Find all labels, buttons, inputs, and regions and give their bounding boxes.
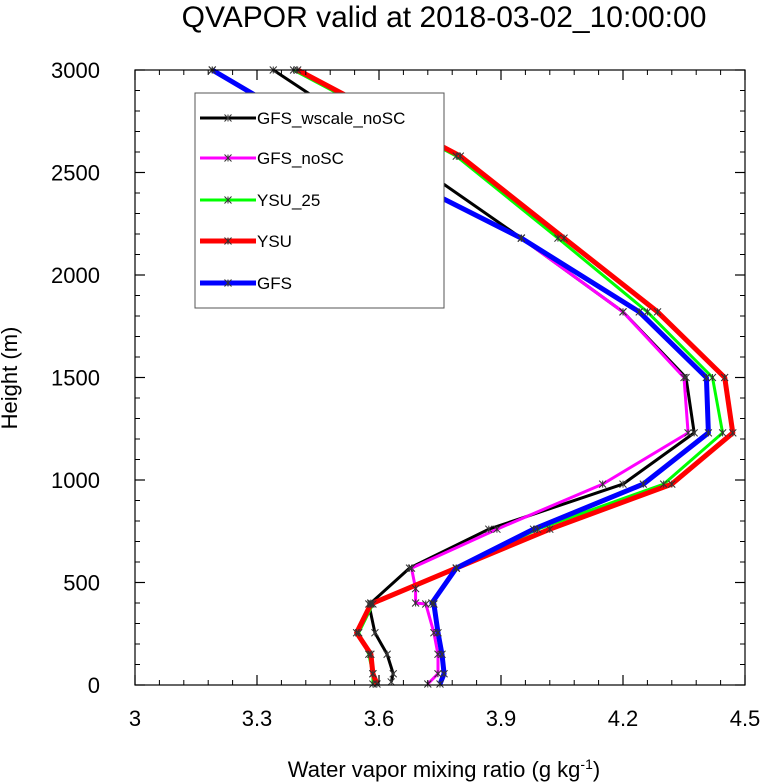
legend-marker	[224, 279, 232, 287]
legend-marker	[224, 237, 232, 245]
x-tick-label: 3.6	[364, 706, 395, 731]
y-axis-label: Height (m)	[0, 327, 22, 430]
legend-marker	[224, 196, 232, 204]
series-1-point	[389, 669, 398, 678]
series-2-point	[421, 600, 430, 608]
series-1-point	[383, 650, 391, 659]
series-2-point	[434, 669, 442, 678]
series-1-point	[371, 628, 379, 637]
series-4-point	[456, 152, 465, 160]
series-5-point	[434, 628, 442, 637]
series-3-point	[554, 234, 562, 242]
series-5-point	[452, 564, 461, 573]
series-4-point	[728, 428, 737, 437]
x-tick-label: 3.9	[486, 706, 517, 731]
x-tick-label: 3.3	[242, 706, 273, 731]
plot-axes: 3 3.3 3.6 3.9 4.2 4.5 0 500 1000 1500 2000 2500 3000	[51, 58, 760, 731]
series-5-point	[529, 525, 538, 534]
series-4-point	[653, 308, 662, 316]
series-4-point	[352, 628, 361, 637]
y-tick-label: 500	[63, 571, 100, 596]
series-4-point	[720, 373, 729, 382]
series-3-point	[659, 480, 668, 488]
legend-marker	[224, 154, 232, 162]
x-axis-label: Water vapor mixing ratio (g kg-1)	[288, 756, 600, 782]
y-tick-label: 2500	[51, 161, 100, 186]
x-tick-label: 3	[129, 706, 141, 731]
series-2-point	[407, 564, 416, 573]
series-4-point	[560, 234, 568, 242]
series-3-point	[643, 308, 652, 316]
series-4-point	[367, 600, 375, 608]
series-5-point	[702, 373, 711, 382]
series-3-point	[718, 428, 727, 437]
series-2-point	[411, 584, 420, 593]
legend-label: YSU	[257, 232, 292, 251]
series-2-point	[598, 480, 607, 488]
series-5-point	[440, 669, 448, 678]
y-tick-label: 2000	[51, 263, 100, 288]
x-tick-label: 4.5	[730, 706, 761, 731]
series-5-point	[639, 480, 648, 488]
series-1-point	[690, 428, 699, 437]
x-tick-label: 4.2	[608, 706, 639, 731]
series-1-point	[484, 525, 493, 534]
legend-marker	[224, 114, 232, 122]
legend-label: GFS	[257, 274, 292, 293]
series-4-point	[667, 480, 676, 488]
series-5-point	[436, 680, 444, 688]
y-tick-label: 3000	[51, 58, 100, 83]
chart-title: QVAPOR valid at 2018-03-02_10:00:00	[182, 1, 707, 34]
series-5-point	[635, 308, 644, 316]
legend-label: GFS_wscale_noSC	[257, 109, 405, 128]
series-5-point	[438, 650, 446, 659]
y-tick-label: 0	[88, 673, 100, 698]
plot-lines	[208, 66, 737, 688]
series-line-4	[296, 67, 736, 685]
series-5-point	[704, 428, 713, 437]
series-line-2	[211, 68, 690, 686]
legend-label: YSU_25	[257, 191, 320, 210]
series-5-point	[428, 599, 436, 607]
series-2-point	[411, 599, 420, 607]
series-2-point	[493, 525, 501, 534]
series-4-point	[369, 669, 377, 678]
legend: GFS_wscale_noSC GFS_noSC YSU_25 YSU GFS	[194, 92, 445, 309]
series-2-point	[619, 308, 627, 316]
series-1-point	[387, 678, 396, 686]
y-tick-label: 1000	[51, 468, 100, 493]
series-4-point	[545, 525, 554, 534]
series-3-point	[708, 373, 717, 382]
series-2-point	[684, 428, 692, 437]
y-tick-label: 1500	[51, 366, 100, 391]
series-4-point	[367, 650, 375, 659]
series-2-point	[680, 373, 688, 382]
legend-label: GFS_noSC	[257, 149, 344, 168]
series-5-point	[517, 234, 526, 242]
series-1-point	[619, 480, 627, 488]
